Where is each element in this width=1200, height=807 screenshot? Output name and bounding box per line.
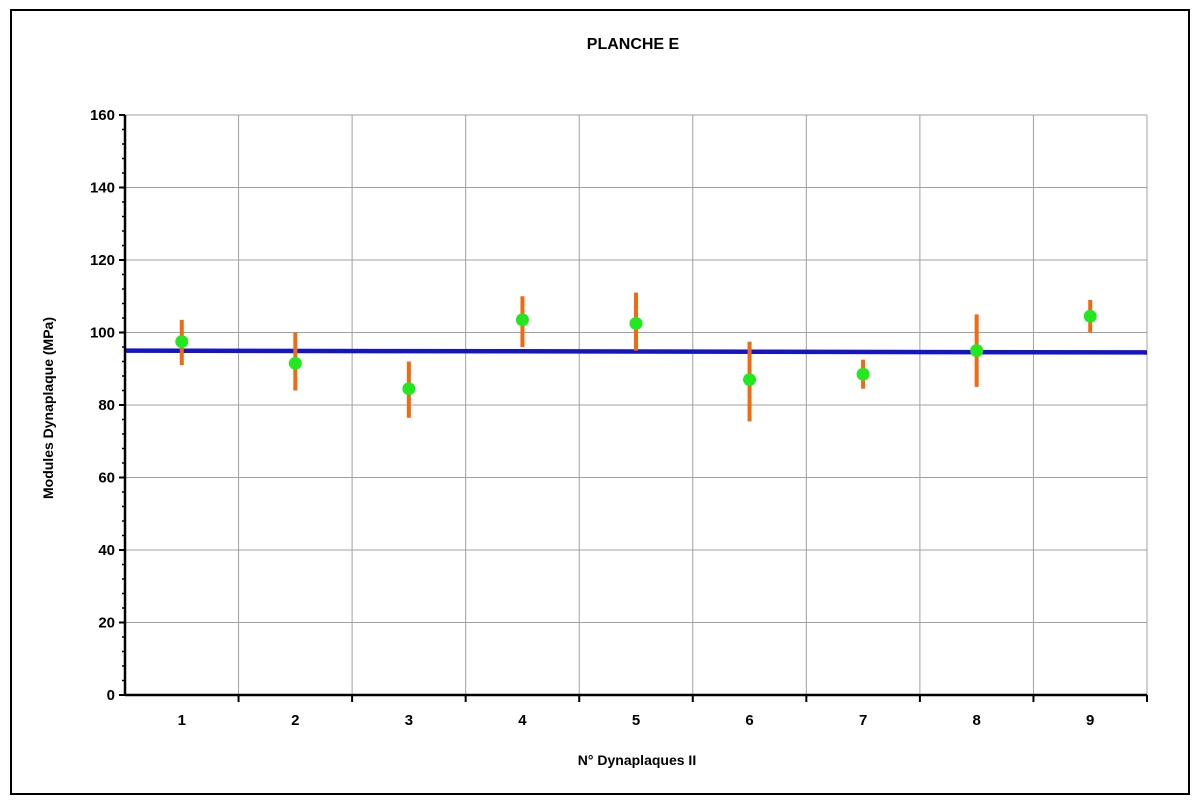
y-axis-title: Modules Dynaplaque (MPa): [40, 317, 56, 499]
data-point: [288, 356, 302, 370]
reference-line-layer: [124, 348, 1148, 355]
x-axis-title: N° Dynaplaques II: [578, 752, 696, 768]
data-point: [856, 367, 870, 381]
y-tick-label-layer: 0 20 40 60 80 100 120 140 160: [90, 107, 115, 704]
y-tick-label: 20: [98, 615, 115, 632]
y-tick-label: 140: [90, 180, 115, 197]
outer-border: [10, 9, 1190, 795]
data-point: [629, 316, 643, 330]
x-tick-label: 5: [632, 712, 640, 729]
x-tick-label: 6: [745, 712, 753, 729]
y-tick-label: 80: [98, 397, 115, 414]
y-tick-label: 0: [107, 687, 115, 704]
x-tick-label: 4: [518, 712, 527, 729]
y-tick-label: 40: [98, 542, 115, 559]
reference-line: [124, 348, 1148, 355]
data-point: [402, 382, 416, 396]
x-tick-label-layer: 1 2 3 4 5 6 7 8 9: [178, 712, 1095, 729]
x-tick-label: 9: [1086, 712, 1094, 729]
x-tick-label: 2: [291, 712, 299, 729]
chart-title: PLANCHE E: [587, 36, 680, 53]
data-point: [1083, 309, 1097, 323]
x-tick-label: 3: [405, 712, 413, 729]
x-tick-label: 1: [178, 712, 186, 729]
data-point: [743, 373, 757, 387]
y-tick-label: 60: [98, 470, 115, 487]
data-point: [175, 335, 189, 349]
y-tick-label: 100: [90, 325, 115, 342]
axes-layer: [119, 114, 1148, 702]
data-point: [515, 313, 529, 327]
y-tick-label: 120: [90, 252, 115, 269]
y-tick-label: 160: [90, 107, 115, 124]
data-point: [970, 344, 984, 358]
point-layer: [175, 309, 1097, 396]
x-tick-label: 7: [859, 712, 867, 729]
x-tick-label: 8: [972, 712, 980, 729]
